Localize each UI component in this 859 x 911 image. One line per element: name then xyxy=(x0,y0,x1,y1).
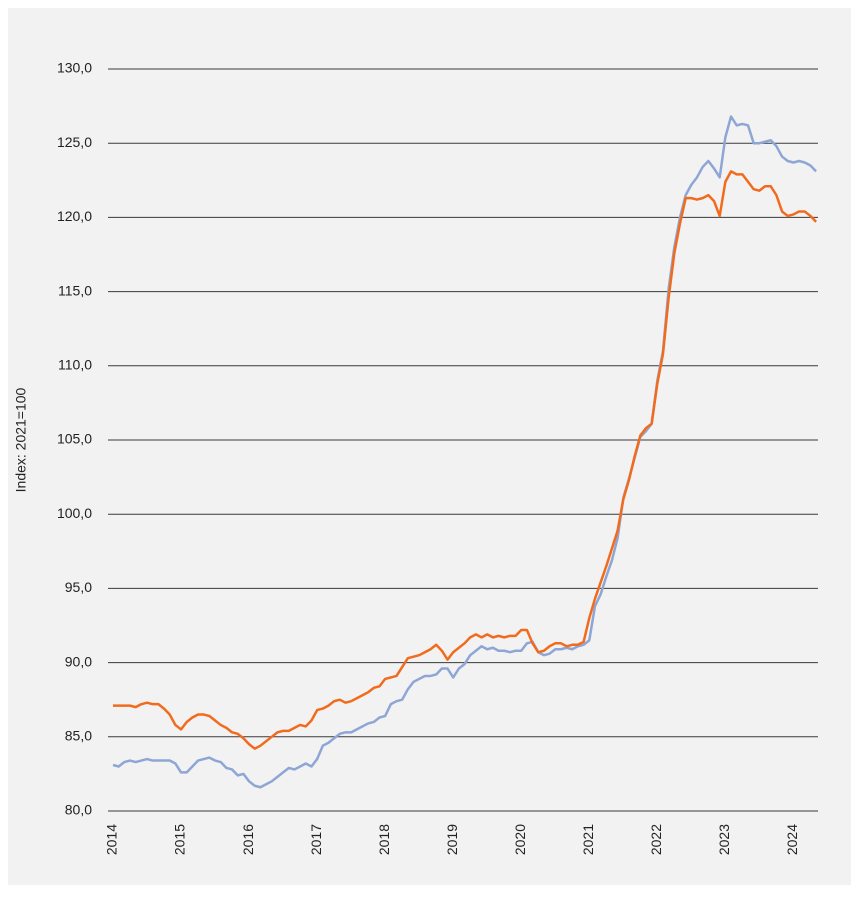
x-tick-label: 2016 xyxy=(240,824,256,855)
y-tick-label: 100,0 xyxy=(57,505,92,521)
y-tick-label: 130,0 xyxy=(57,60,92,76)
y-tick-label: 115,0 xyxy=(58,282,92,298)
y-tick-label: 80,0 xyxy=(65,802,92,818)
y-tick-label: 85,0 xyxy=(65,728,92,744)
x-tick-label: 2019 xyxy=(444,824,460,855)
x-tick-label: 2024 xyxy=(784,824,800,855)
x-tick-label: 2015 xyxy=(172,824,188,855)
y-tick-label: 125,0 xyxy=(57,134,92,150)
y-tick-label: 95,0 xyxy=(65,579,92,595)
x-tick-label: 2018 xyxy=(376,824,392,855)
y-tick-label: 105,0 xyxy=(57,431,92,447)
series-line xyxy=(113,170,817,750)
x-tick-label: 2017 xyxy=(308,824,324,855)
x-tick-label: 2014 xyxy=(104,824,120,855)
y-axis-label: Index: 2021=100 xyxy=(13,387,29,492)
series-line xyxy=(112,115,817,789)
x-tick-label: 2020 xyxy=(512,824,528,855)
y-tick-label: 120,0 xyxy=(57,208,92,224)
y-tick-label: 90,0 xyxy=(65,653,92,669)
x-tick-label: 2023 xyxy=(716,824,732,855)
x-tick-label: 2022 xyxy=(648,824,664,855)
y-tick-label: 110,0 xyxy=(58,357,92,373)
panel xyxy=(8,8,851,885)
x-tick-label: 2021 xyxy=(580,824,596,855)
